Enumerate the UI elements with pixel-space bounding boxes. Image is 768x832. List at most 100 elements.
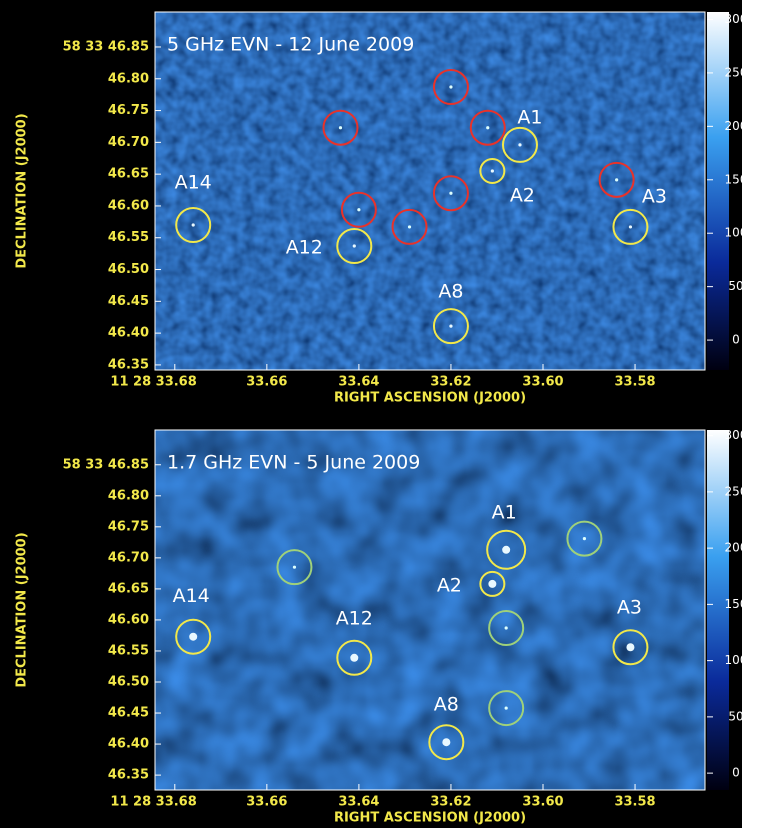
y-tick-label: 46.50 [108, 262, 149, 277]
x-tick-label: 11 28 33.68 [110, 375, 196, 390]
colorbar [707, 12, 729, 370]
source-circle [432, 308, 469, 345]
y-tick-label: 46.55 [108, 643, 149, 658]
y-tick-label: 58 33 46.85 [63, 457, 149, 472]
emission-spot [352, 244, 356, 248]
source-label: A8 [438, 281, 463, 303]
image-panel [155, 430, 705, 790]
emission-spot [449, 191, 453, 195]
colorbar-tick-label: 50 [728, 709, 743, 723]
colorbar-tick-label: 100 [725, 653, 748, 667]
panel-frame [154, 11, 706, 371]
x-axis-label: RIGHT ASCENSION (J2000) [334, 391, 526, 406]
source-label: A1 [517, 106, 542, 128]
emission-spot [490, 169, 494, 173]
colorbar-tick-label: 0 [732, 766, 740, 780]
emission-spot [504, 626, 508, 630]
y-tick-label: 46.70 [108, 550, 149, 565]
x-tick-label: 33.58 [614, 795, 655, 810]
source-circle [336, 639, 373, 676]
marker-circle [432, 69, 469, 106]
y-tick-label: 46.75 [108, 519, 149, 534]
y-tick-label: 58 33 46.85 [63, 39, 149, 54]
source-label: A2 [510, 184, 535, 206]
x-tick-label: 33.66 [246, 795, 287, 810]
panel-title: 5 GHz EVN - 12 June 2009 [167, 34, 414, 56]
marker-circle [469, 109, 506, 146]
y-tick-label: 46.50 [108, 675, 149, 690]
source-circle [175, 618, 212, 655]
y-tick-label: 46.60 [108, 198, 149, 213]
source-label: A14 [173, 585, 210, 607]
colorbar-tick-label: 300 [725, 12, 748, 26]
image-panel [155, 12, 705, 370]
emission-spot [518, 143, 522, 147]
colorbar-tick-label: 150 [725, 172, 748, 186]
emission-spot [628, 225, 633, 229]
marker-circle [322, 109, 359, 146]
marker-circle [566, 520, 603, 557]
y-tick-label: 46.60 [108, 612, 149, 627]
source-circle [428, 724, 465, 761]
marker-circle [432, 175, 469, 212]
emission-spot [189, 632, 198, 641]
colorbar-tick-label: 200 [725, 541, 748, 555]
x-tick-label: 33.64 [338, 795, 379, 810]
y-tick-label: 46.40 [108, 326, 149, 341]
marker-circle [276, 549, 313, 586]
source-label: A1 [492, 501, 517, 523]
y-axis-label: DECLINATION (J2000) [15, 113, 30, 268]
emission-spot [626, 643, 635, 652]
emission-spot [449, 324, 453, 328]
emission-spot [582, 537, 587, 541]
colorbar-tick-label: 100 [725, 226, 748, 240]
colorbar-tick-label: 200 [725, 119, 748, 133]
source-circle [175, 207, 212, 244]
colorbar-tick-label: 150 [725, 597, 748, 611]
emission-spot [504, 706, 508, 710]
x-tick-label: 33.62 [430, 795, 471, 810]
y-tick-label: 46.80 [108, 488, 149, 503]
y-tick-label: 46.40 [108, 737, 149, 752]
marker-circle [598, 161, 635, 198]
y-axis-label: DECLINATION (J2000) [15, 532, 30, 687]
source-label: A12 [336, 607, 373, 629]
source-circle [479, 157, 506, 184]
x-tick-label: 11 28 33.68 [110, 795, 196, 810]
emission-spot [502, 545, 511, 554]
emission-spot [442, 738, 451, 747]
y-tick-label: 46.45 [108, 706, 149, 721]
x-tick-label: 33.60 [522, 795, 563, 810]
x-tick-label: 33.62 [430, 375, 471, 390]
emission-spot [449, 85, 453, 89]
colorbar-tick-label: 50 [728, 279, 743, 293]
x-tick-label: 33.64 [338, 375, 379, 390]
y-tick-label: 46.70 [108, 135, 149, 150]
y-tick-label: 46.35 [108, 768, 149, 783]
source-label: A2 [437, 574, 462, 596]
source-circle [612, 208, 649, 245]
emission-spot [357, 208, 361, 212]
marker-circle [340, 191, 377, 228]
y-tick-label: 46.55 [108, 230, 149, 245]
emission-spot [615, 178, 619, 182]
emission-spot [488, 579, 497, 588]
colorbar-tick-label: 250 [725, 484, 748, 498]
source-circle [486, 529, 527, 570]
marker-circle [488, 690, 525, 727]
colorbar [707, 430, 729, 790]
source-label: A8 [434, 694, 459, 716]
marker-circle [391, 208, 428, 245]
y-tick-label: 46.75 [108, 103, 149, 118]
source-circle [501, 126, 538, 163]
x-tick-label: 33.66 [246, 375, 287, 390]
source-circle [336, 228, 373, 265]
panel-frame [154, 429, 706, 791]
emission-spot [407, 225, 412, 229]
colorbar-tick-label: 250 [725, 65, 748, 79]
emission-spot [338, 126, 343, 130]
y-tick-label: 46.35 [108, 357, 149, 372]
x-tick-label: 33.60 [522, 375, 563, 390]
y-tick-label: 46.45 [108, 294, 149, 309]
x-tick-label: 33.58 [614, 375, 655, 390]
